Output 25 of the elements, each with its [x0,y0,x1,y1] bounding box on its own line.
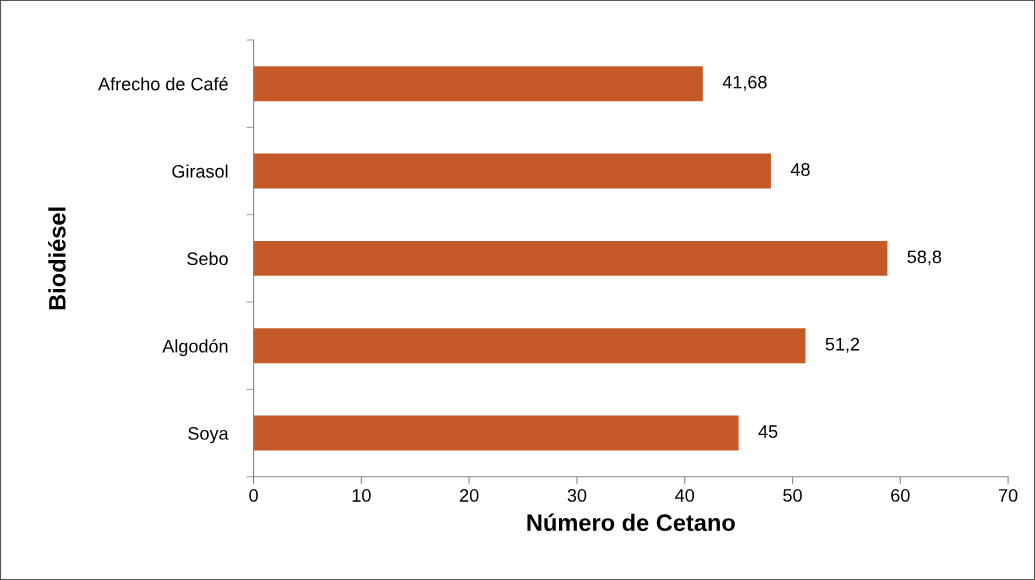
bar [253,240,888,276]
x-tick-label: 50 [783,489,802,502]
y-tick-label: Girasol [172,164,228,178]
x-tick-label: 20 [460,489,479,502]
data-label: 41,68 [722,75,767,91]
y-axis-title: Biodiésel [48,207,66,310]
y-tick-label: Soya [188,427,229,444]
data-label: 58,8 [907,250,942,266]
bar [253,66,703,102]
x-tick-label: 70 [998,489,1018,502]
bar [253,328,806,364]
x-tick-label: 30 [567,489,587,502]
x-tick-label: 40 [675,489,695,502]
data-label: 45 [758,425,778,438]
x-tick-label: 0 [249,489,258,502]
x-axis-title: Número de Cetano [527,513,735,532]
y-tick-label: Sebo [187,251,228,266]
bar [253,415,739,451]
y-tick-label: Algodón [162,339,228,357]
x-tick-label: 10 [352,489,371,502]
bar [253,153,771,189]
data-label: 48 [790,163,810,176]
x-tick-label: 60 [891,489,910,502]
y-tick-label: Afrecho de Café [98,76,228,91]
data-label: 51,2 [825,337,860,353]
